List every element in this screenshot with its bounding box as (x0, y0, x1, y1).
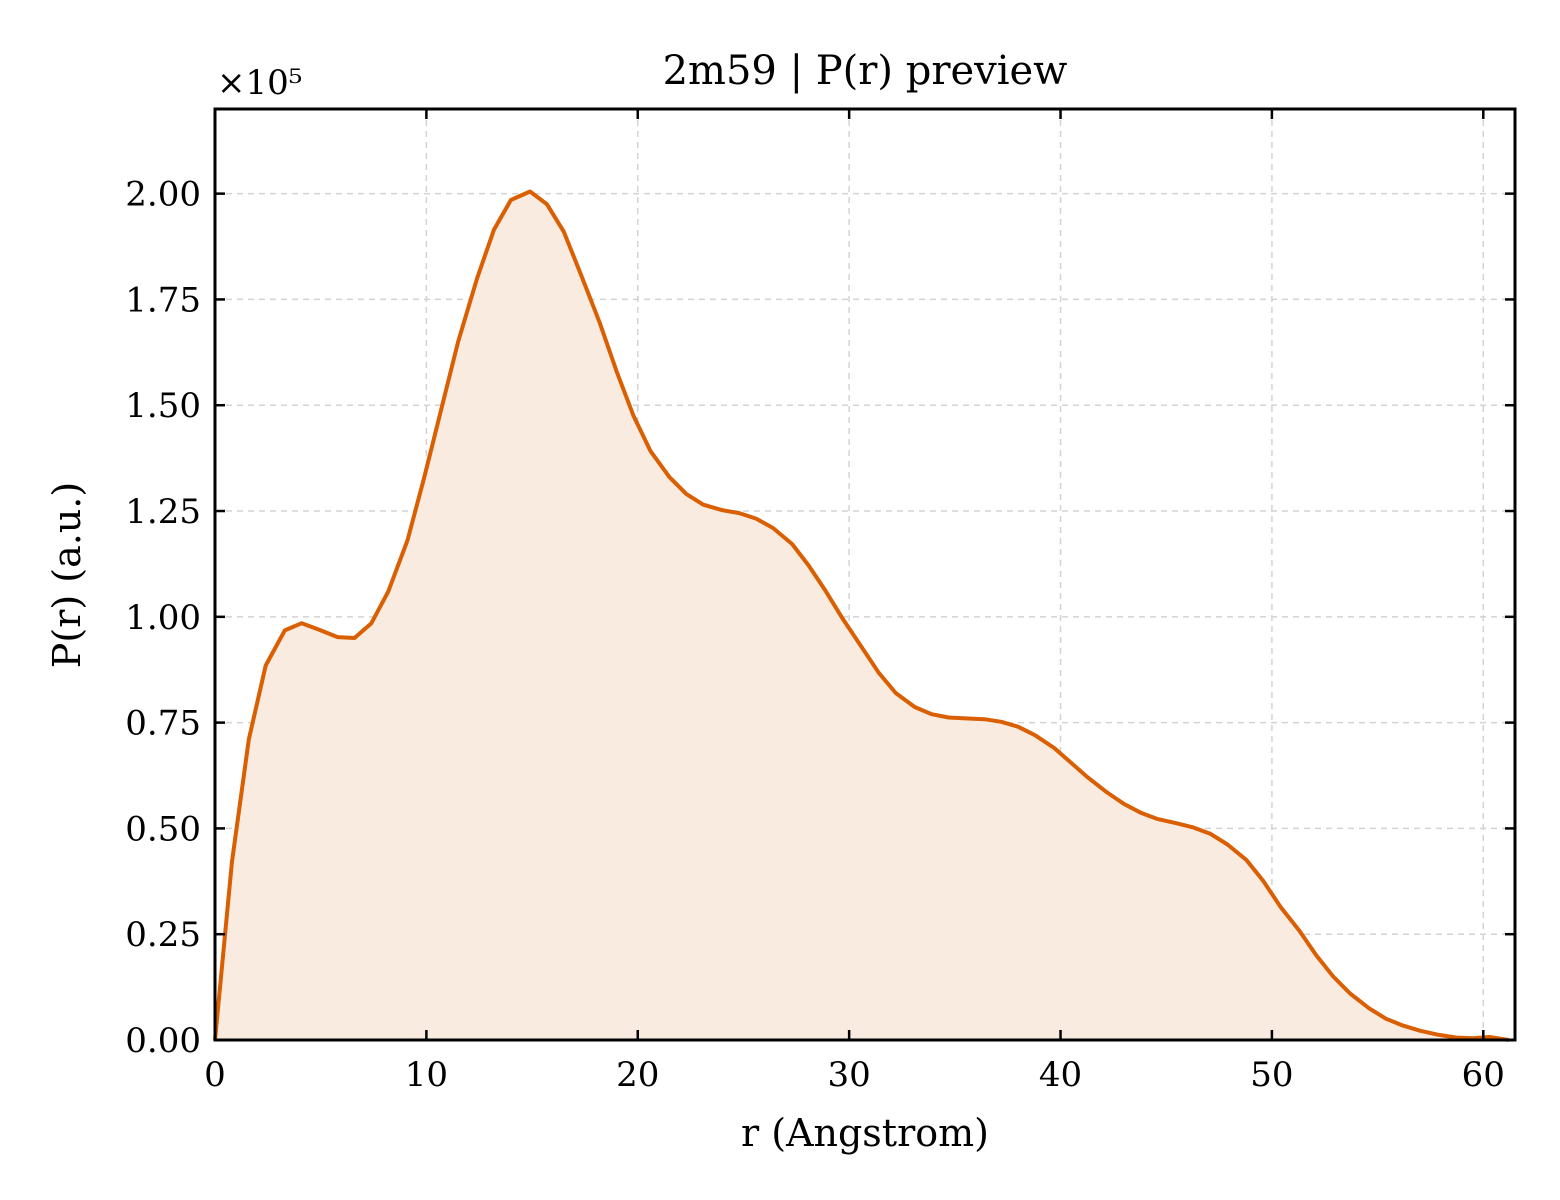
pr-area-fill (215, 191, 1509, 1040)
x-axis-label: r (Angstrom) (741, 1111, 989, 1155)
y-tick-labels: 0.00 0.25 0.50 0.75 1.00 1.25 1.50 1.75 2.00 (125, 175, 201, 1061)
y-tick-label: 0.00 (125, 1021, 201, 1061)
y-tick-label: 1.50 (125, 386, 201, 426)
x-tick-label: 50 (1250, 1055, 1293, 1095)
y-tick-label: 2.00 (125, 175, 201, 215)
x-tick-label: 60 (1462, 1055, 1505, 1095)
y-tick-label: 0.50 (125, 809, 201, 849)
x-tick-labels: 0 10 20 30 40 50 60 (204, 1055, 1505, 1095)
y-tick-label: 1.75 (125, 280, 201, 320)
x-tick-label: 0 (204, 1055, 226, 1095)
x-tick-label: 30 (828, 1055, 871, 1095)
y-tick-label: 0.75 (125, 704, 201, 744)
plot-frame (213, 107, 1517, 1042)
y-scale-multiplier: ×10⁵ (217, 63, 302, 103)
y-tick-label: 1.00 (125, 598, 201, 638)
y-tick-label: 1.25 (125, 492, 201, 532)
x-tick-label: 20 (616, 1055, 659, 1095)
pr-series-line (213, 189, 1510, 1042)
x-tick-label: 10 (405, 1055, 448, 1095)
chart-title: 2m59 | P(r) preview (663, 48, 1068, 94)
y-axis-label: P(r) (a.u.) (45, 482, 89, 668)
y-tick-label: 0.25 (125, 915, 201, 955)
x-tick-label: 40 (1039, 1055, 1082, 1095)
